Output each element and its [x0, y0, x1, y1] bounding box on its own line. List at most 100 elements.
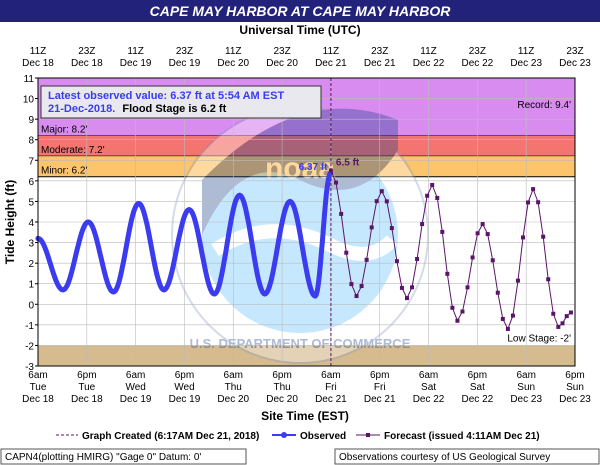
chart-title: CAPE MAY HARBOR AT CAPE MAY HARBOR — [150, 3, 452, 19]
observed-point — [186, 207, 192, 213]
forecast-point — [349, 282, 354, 287]
x-tick-label: Sun — [566, 382, 584, 393]
forecast-peak-label: 6.5 ft — [336, 158, 360, 169]
x-tick-label: Dec 21 — [315, 394, 347, 405]
y-tick-label: 0 — [28, 300, 34, 311]
data-series — [35, 168, 573, 331]
footer-right: Observations courtesy of US Geological S… — [339, 452, 550, 463]
forecast-point — [465, 285, 470, 290]
observed-point — [161, 287, 167, 293]
x-tick-label: Dec 23 — [510, 394, 542, 405]
x-tick-label: Dec 22 — [413, 394, 445, 405]
top-tick-label: Dec 23 — [510, 58, 542, 69]
latest-value-box: Latest observed value: 6.37 ft at 5:54 A… — [40, 85, 322, 119]
x-tick-label: 6am — [419, 370, 438, 381]
observed-point — [110, 289, 116, 295]
forecast-point — [521, 235, 526, 240]
x-tick-label: Dec 20 — [266, 394, 298, 405]
forecast-point — [546, 277, 551, 282]
top-tick-label: Dec 22 — [462, 58, 494, 69]
y-tick-label: -2 — [25, 341, 34, 352]
x-tick-label: Wed — [174, 382, 194, 393]
band-label-low: Low Stage: -2' — [507, 333, 571, 344]
legend: Graph Created (6:17AM Dec 21, 2018) Obse… — [56, 431, 540, 442]
forecast-point — [505, 326, 510, 331]
y-tick-label: -3 — [25, 362, 34, 373]
forecast-point — [564, 314, 569, 319]
band-label-moderate: Moderate: 7.2' — [41, 145, 105, 156]
x-tick-label: Sun — [517, 382, 535, 393]
x-tick-label: Fri — [374, 382, 386, 393]
observed-point — [211, 291, 217, 297]
forecast-point — [399, 285, 404, 290]
top-tick-label: Dec 20 — [266, 58, 298, 69]
x-tick-label: Tue — [30, 382, 47, 393]
observed-point — [85, 219, 91, 225]
top-tick-label: 11Z — [127, 46, 144, 57]
watermark-logo-text: noaa — [265, 152, 335, 185]
record-label: Record: 9.4' — [517, 100, 571, 111]
watermark-dept-text: U.S. DEPARTMENT OF COMMERCE — [190, 336, 411, 351]
footer-right-box — [334, 448, 600, 465]
forecast-point — [490, 258, 495, 263]
forecast-point — [404, 296, 409, 301]
footer-left-box — [0, 448, 247, 465]
x-tick-label: Dec 20 — [217, 394, 249, 405]
y-axis-title: Tide Height (ft) — [3, 180, 17, 264]
x-tick-label: 6am — [126, 370, 145, 381]
forecast-point — [541, 234, 546, 239]
x-tick-label: Dec 18 — [71, 394, 103, 405]
x-tick-label: Sat — [421, 382, 436, 393]
x-tick-label: Dec 21 — [364, 394, 396, 405]
y-tick-label: 5 — [28, 197, 34, 208]
x-tick-label: 6pm — [370, 370, 389, 381]
forecast-point — [460, 309, 465, 314]
forecast-point — [551, 311, 556, 316]
svg-text:21-Dec-2018. Flood Stage: 21-Dec-2018. Flood Stage is 6.2 ft — [48, 103, 227, 115]
forecast-point — [500, 316, 505, 321]
x-tick-label: 6pm — [272, 370, 291, 381]
forecast-point — [420, 222, 425, 227]
forecast-point — [536, 200, 541, 205]
y-tick-label: 4 — [28, 218, 34, 229]
forecast-point — [510, 313, 515, 318]
forecast-point — [389, 226, 394, 231]
x-axis-title: Site Time (EST) — [261, 409, 349, 423]
x-tick-label: 6am — [516, 370, 535, 381]
forecast-point — [415, 257, 420, 262]
x-tick-label: 6pm — [77, 370, 96, 381]
top-tick-label: Dec 18 — [71, 58, 103, 69]
top-tick-label: 23Z — [273, 46, 290, 57]
band-label-minor: Minor: 6.2' — [41, 166, 87, 177]
y-tick-label: 2 — [28, 259, 34, 270]
forecast-point — [485, 232, 490, 237]
top-axis-title: Universal Time (UTC) — [239, 23, 360, 37]
forecast-point — [435, 195, 440, 200]
y-axis-ticks: -3 -2 -1 0 1 2 3 4 5 6 7 8 9 10 11 — [23, 74, 38, 373]
top-tick-label: 11Z — [420, 46, 437, 57]
x-tick-label: Dec 18 — [22, 394, 54, 405]
observed-point — [60, 287, 66, 293]
forecast-point — [425, 193, 430, 198]
forecast-point — [374, 199, 379, 204]
top-tick-label: 23Z — [78, 46, 95, 57]
legend-observed-marker — [281, 432, 287, 438]
top-tick-label: 11Z — [225, 46, 242, 57]
band-labels: Major: 8.2' Moderate: 7.2' Minor: 6.2' Low … — [41, 100, 571, 345]
legend-observed: Observed — [300, 431, 346, 442]
forecast-point — [344, 250, 349, 255]
x-tick-label: 6pm — [468, 370, 487, 381]
forecast-point — [445, 271, 450, 276]
x-tick-label: Tue — [78, 382, 95, 393]
y-tick-label: 6 — [28, 177, 34, 188]
top-tick-label: 23Z — [371, 46, 388, 57]
legend-forecast: Forecast (issued 4:11AM Dec 21) — [384, 431, 540, 442]
x-tick-label: 6am — [224, 370, 243, 381]
top-tick-label: Dec 21 — [364, 58, 396, 69]
forecast-point — [560, 321, 565, 326]
y-tick-label: 10 — [23, 95, 35, 106]
top-tick-label: Dec 21 — [315, 58, 347, 69]
latest-value-date: 21-Dec-2018. — [48, 103, 115, 115]
